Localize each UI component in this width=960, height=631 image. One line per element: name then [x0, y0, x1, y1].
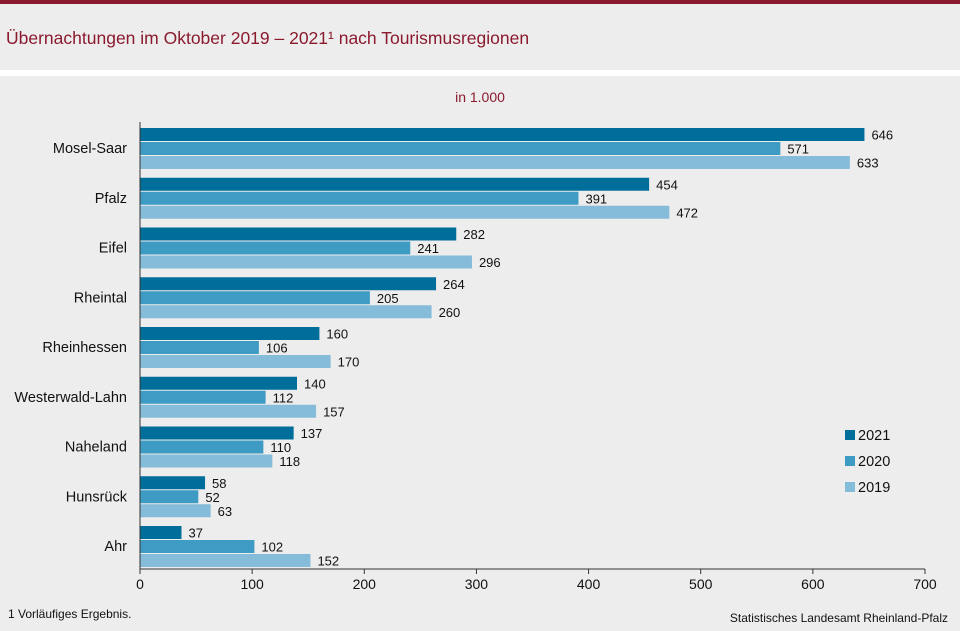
data-label: 282: [463, 227, 485, 242]
data-label: 58: [212, 476, 226, 491]
category-label: Rheintal: [74, 290, 127, 306]
bar-2020: [140, 241, 411, 255]
legend-label: 2019: [858, 480, 890, 496]
data-label: 140: [304, 376, 326, 391]
category-label: Ahr: [104, 539, 127, 555]
bar-2019: [140, 305, 432, 319]
category-label: Westerwald-Lahn: [14, 390, 127, 406]
data-label: 260: [439, 305, 461, 320]
bar-2021: [140, 526, 182, 539]
x-tick-label: 0: [136, 576, 144, 592]
data-label: 137: [301, 426, 323, 441]
bar-2021: [140, 476, 206, 490]
top-accent-bar: [0, 0, 960, 4]
data-label: 571: [787, 142, 809, 157]
bar-2019: [140, 355, 331, 368]
data-label: 264: [443, 277, 465, 292]
category-label: Naheland: [65, 440, 127, 456]
category-label: Mosel-Saar: [53, 141, 127, 157]
legend-label: 2021: [858, 428, 890, 444]
data-label: 118: [279, 454, 300, 469]
chart-title: Übernachtungen im Oktober 2019 – 2021¹ n…: [6, 28, 530, 48]
x-tick-label: 500: [689, 576, 713, 592]
bar-2021: [140, 376, 297, 390]
title-separator: [0, 70, 960, 76]
x-tick-label: 400: [577, 576, 601, 592]
data-label: 205: [377, 291, 399, 306]
bar-2021: [140, 177, 650, 191]
x-tick-label: 100: [240, 576, 264, 592]
bar-2019: [140, 404, 317, 418]
bar-2021: [140, 327, 320, 340]
data-label: 112: [273, 390, 294, 405]
data-label: 633: [857, 156, 879, 171]
data-label: 152: [317, 554, 339, 569]
bar-2021: [140, 128, 865, 141]
bar-2020: [140, 291, 370, 305]
data-label: 63: [218, 504, 232, 519]
data-label: 102: [261, 540, 283, 555]
category-label: Eifel: [99, 241, 127, 257]
data-label: 37: [188, 526, 202, 541]
bar-2020: [140, 142, 781, 155]
x-tick-label: 300: [465, 576, 489, 592]
bar-2020: [140, 540, 255, 553]
data-label: 296: [479, 255, 501, 270]
data-label: 110: [270, 440, 291, 455]
category-label: Hunsrück: [66, 489, 128, 505]
data-label: 160: [326, 327, 348, 342]
bar-2020: [140, 440, 264, 454]
bar-2020: [140, 390, 266, 404]
bar-2019: [140, 156, 850, 169]
data-label: 157: [323, 404, 345, 419]
bar-2019: [140, 205, 670, 219]
data-label: 646: [871, 128, 893, 143]
footnote: 1 Vorläufiges Ergebnis.: [8, 607, 132, 621]
bar-2019: [140, 554, 311, 567]
x-tick-label: 600: [801, 576, 825, 592]
bar-2019: [140, 454, 273, 468]
x-tick-label: 200: [353, 576, 377, 592]
category-label: Rheinhessen: [42, 340, 127, 356]
bar-2021: [140, 227, 457, 241]
bar-2021: [140, 426, 294, 440]
data-label: 472: [676, 205, 698, 220]
data-label: 106: [266, 341, 288, 356]
data-label: 170: [338, 355, 360, 370]
data-label: 391: [585, 191, 607, 206]
source-note: Statistisches Landesamt Rheinland-Pfalz: [729, 611, 948, 625]
data-label: 454: [656, 177, 678, 192]
bar-2020: [140, 341, 259, 354]
bar-2019: [140, 504, 211, 518]
legend-swatch-2020: [845, 456, 855, 466]
bar-2020: [140, 191, 579, 205]
chart-unit-subtitle: in 1.000: [455, 89, 505, 105]
legend-swatch-2019: [845, 482, 855, 492]
category-label: Pfalz: [95, 191, 127, 207]
data-label: 52: [205, 490, 219, 505]
bar-2019: [140, 255, 472, 269]
x-tick-label: 700: [913, 576, 937, 592]
bar-2020: [140, 490, 199, 504]
data-label: 241: [417, 241, 439, 256]
legend-label: 2020: [858, 454, 890, 470]
bar-2021: [140, 277, 437, 291]
legend-swatch-2021: [845, 430, 855, 440]
